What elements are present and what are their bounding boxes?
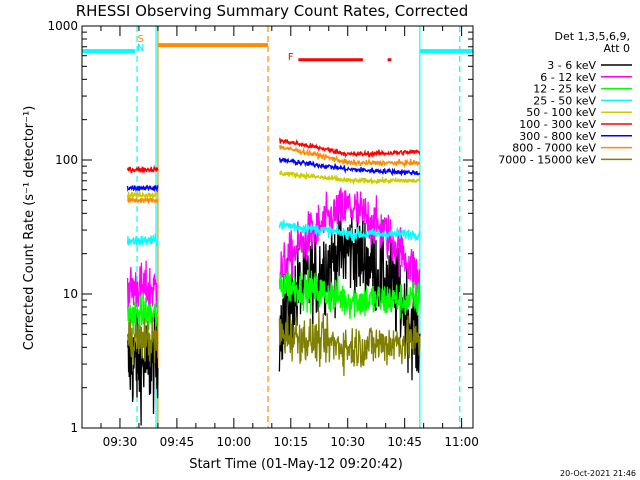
night-bar-2 — [419, 49, 473, 54]
series-line-6 — [126, 137, 421, 174]
series-line-8 — [127, 145, 421, 204]
legend-label-8: 800 - 7000 keV — [512, 142, 596, 155]
series-line-5 — [126, 170, 421, 200]
y-axis: 1 10 100 1000 — [47, 19, 473, 435]
x-axis-label: Start Time (01-May-12 09:20:42) — [189, 457, 403, 472]
y-tick-label: 1000 — [47, 19, 78, 33]
x-tick-label: 09:45 — [160, 435, 195, 449]
legend-label-4: 25 - 50 keV — [533, 94, 596, 107]
flag-s: S — [137, 34, 143, 45]
y-tick-label: 100 — [55, 153, 78, 167]
series-line-2 — [126, 187, 421, 309]
y-axis-label: Corrected Count Rate (s⁻¹ detector⁻¹) — [22, 106, 37, 351]
series-line-4 — [126, 218, 421, 247]
legend-header-line-1: Det 1,3,5,6,9, — [554, 30, 630, 43]
legend-label-9: 7000 - 15000 keV — [498, 153, 596, 166]
series-line-7 — [126, 157, 420, 193]
legend-header-line-2: Att 0 — [604, 42, 630, 55]
flag-f: F — [288, 52, 294, 63]
x-tick-label: 10:45 — [387, 435, 422, 449]
chart-title: RHESSI Observing Summary Count Rates, Co… — [76, 2, 469, 20]
flare-bar-2 — [387, 58, 392, 62]
legend-label-3: 12 - 25 keV — [533, 83, 596, 96]
y-tick-label: 10 — [63, 287, 78, 301]
flag-n: N — [137, 43, 144, 54]
x-tick-label: 09:30 — [103, 435, 138, 449]
x-tick-label: 10:00 — [217, 435, 252, 449]
legend-label-1: 3 - 6 keV — [547, 59, 596, 72]
flare-bar-1 — [298, 58, 363, 62]
x-tick-label: 10:15 — [273, 435, 308, 449]
plot-frame — [81, 25, 474, 429]
series-line-9 — [126, 311, 421, 377]
timestamp: 20-Oct-2021 21:46 — [560, 469, 636, 478]
x-tick-label: 10:30 — [330, 435, 365, 449]
x-tick-label: 11:00 — [444, 435, 479, 449]
y-tick-label: 1 — [70, 421, 78, 435]
legend-label-5: 50 - 100 keV — [526, 106, 596, 119]
night-bar-1 — [82, 49, 136, 54]
plot-area: SN F — [81, 25, 474, 429]
legend-label-6: 100 - 300 keV — [519, 118, 596, 131]
legend-label-7: 300 - 800 keV — [519, 130, 596, 143]
data-layer — [82, 26, 473, 428]
x-axis: 09:30 09:45 10:00 10:15 10:30 10:45 11:00 — [81, 26, 479, 449]
legend-label-2: 6 - 12 keV — [540, 71, 596, 84]
saa-bar — [157, 43, 269, 48]
